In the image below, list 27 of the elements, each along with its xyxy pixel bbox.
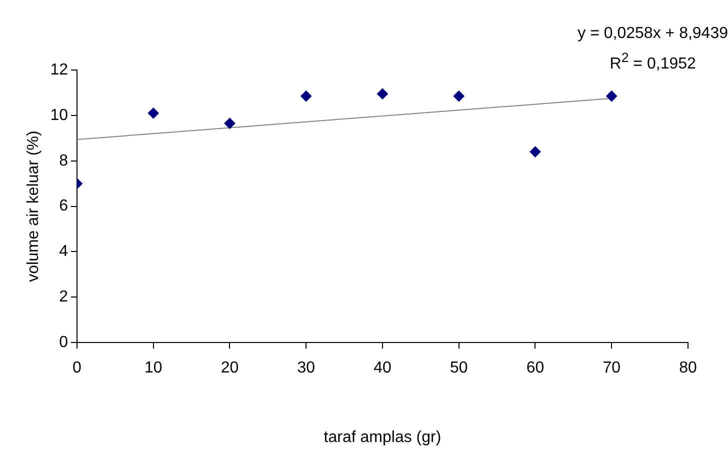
x-axis-title: taraf amplas (gr) — [324, 428, 442, 446]
y-tick-label: 8 — [59, 152, 68, 170]
y-tick-label: 6 — [59, 198, 68, 215]
x-tick-label: 40 — [374, 360, 392, 377]
point — [453, 90, 464, 102]
y-tick-label: 2 — [59, 288, 68, 306]
x-tick-label: 80 — [679, 360, 697, 377]
point — [300, 90, 312, 102]
point — [224, 118, 236, 129]
y-tick-label: 12 — [50, 61, 68, 78]
x-tick-label: 70 — [602, 360, 621, 377]
y-tick-label: 0 — [59, 334, 68, 352]
point — [377, 88, 388, 100]
x-tick-label: 0 — [72, 360, 82, 377]
annotation: R$^{2}$ = 0,1952 — [608, 49, 697, 74]
x-tick-label: 50 — [450, 360, 468, 377]
point — [606, 90, 618, 102]
y-tick-label: 4 — [59, 243, 68, 260]
text: y = 0,0258x + 8,9439 — [578, 24, 728, 44]
x-tick-label: 60 — [526, 360, 544, 377]
point — [530, 146, 541, 158]
x-tick-label: 10 — [144, 360, 162, 377]
y-axis-title: volume air keluar (%) — [25, 130, 42, 282]
y-tick-label: 10 — [50, 106, 68, 124]
x-tick-label: 20 — [220, 360, 239, 377]
point — [148, 108, 159, 119]
x-tick-label: 30 — [297, 360, 316, 377]
